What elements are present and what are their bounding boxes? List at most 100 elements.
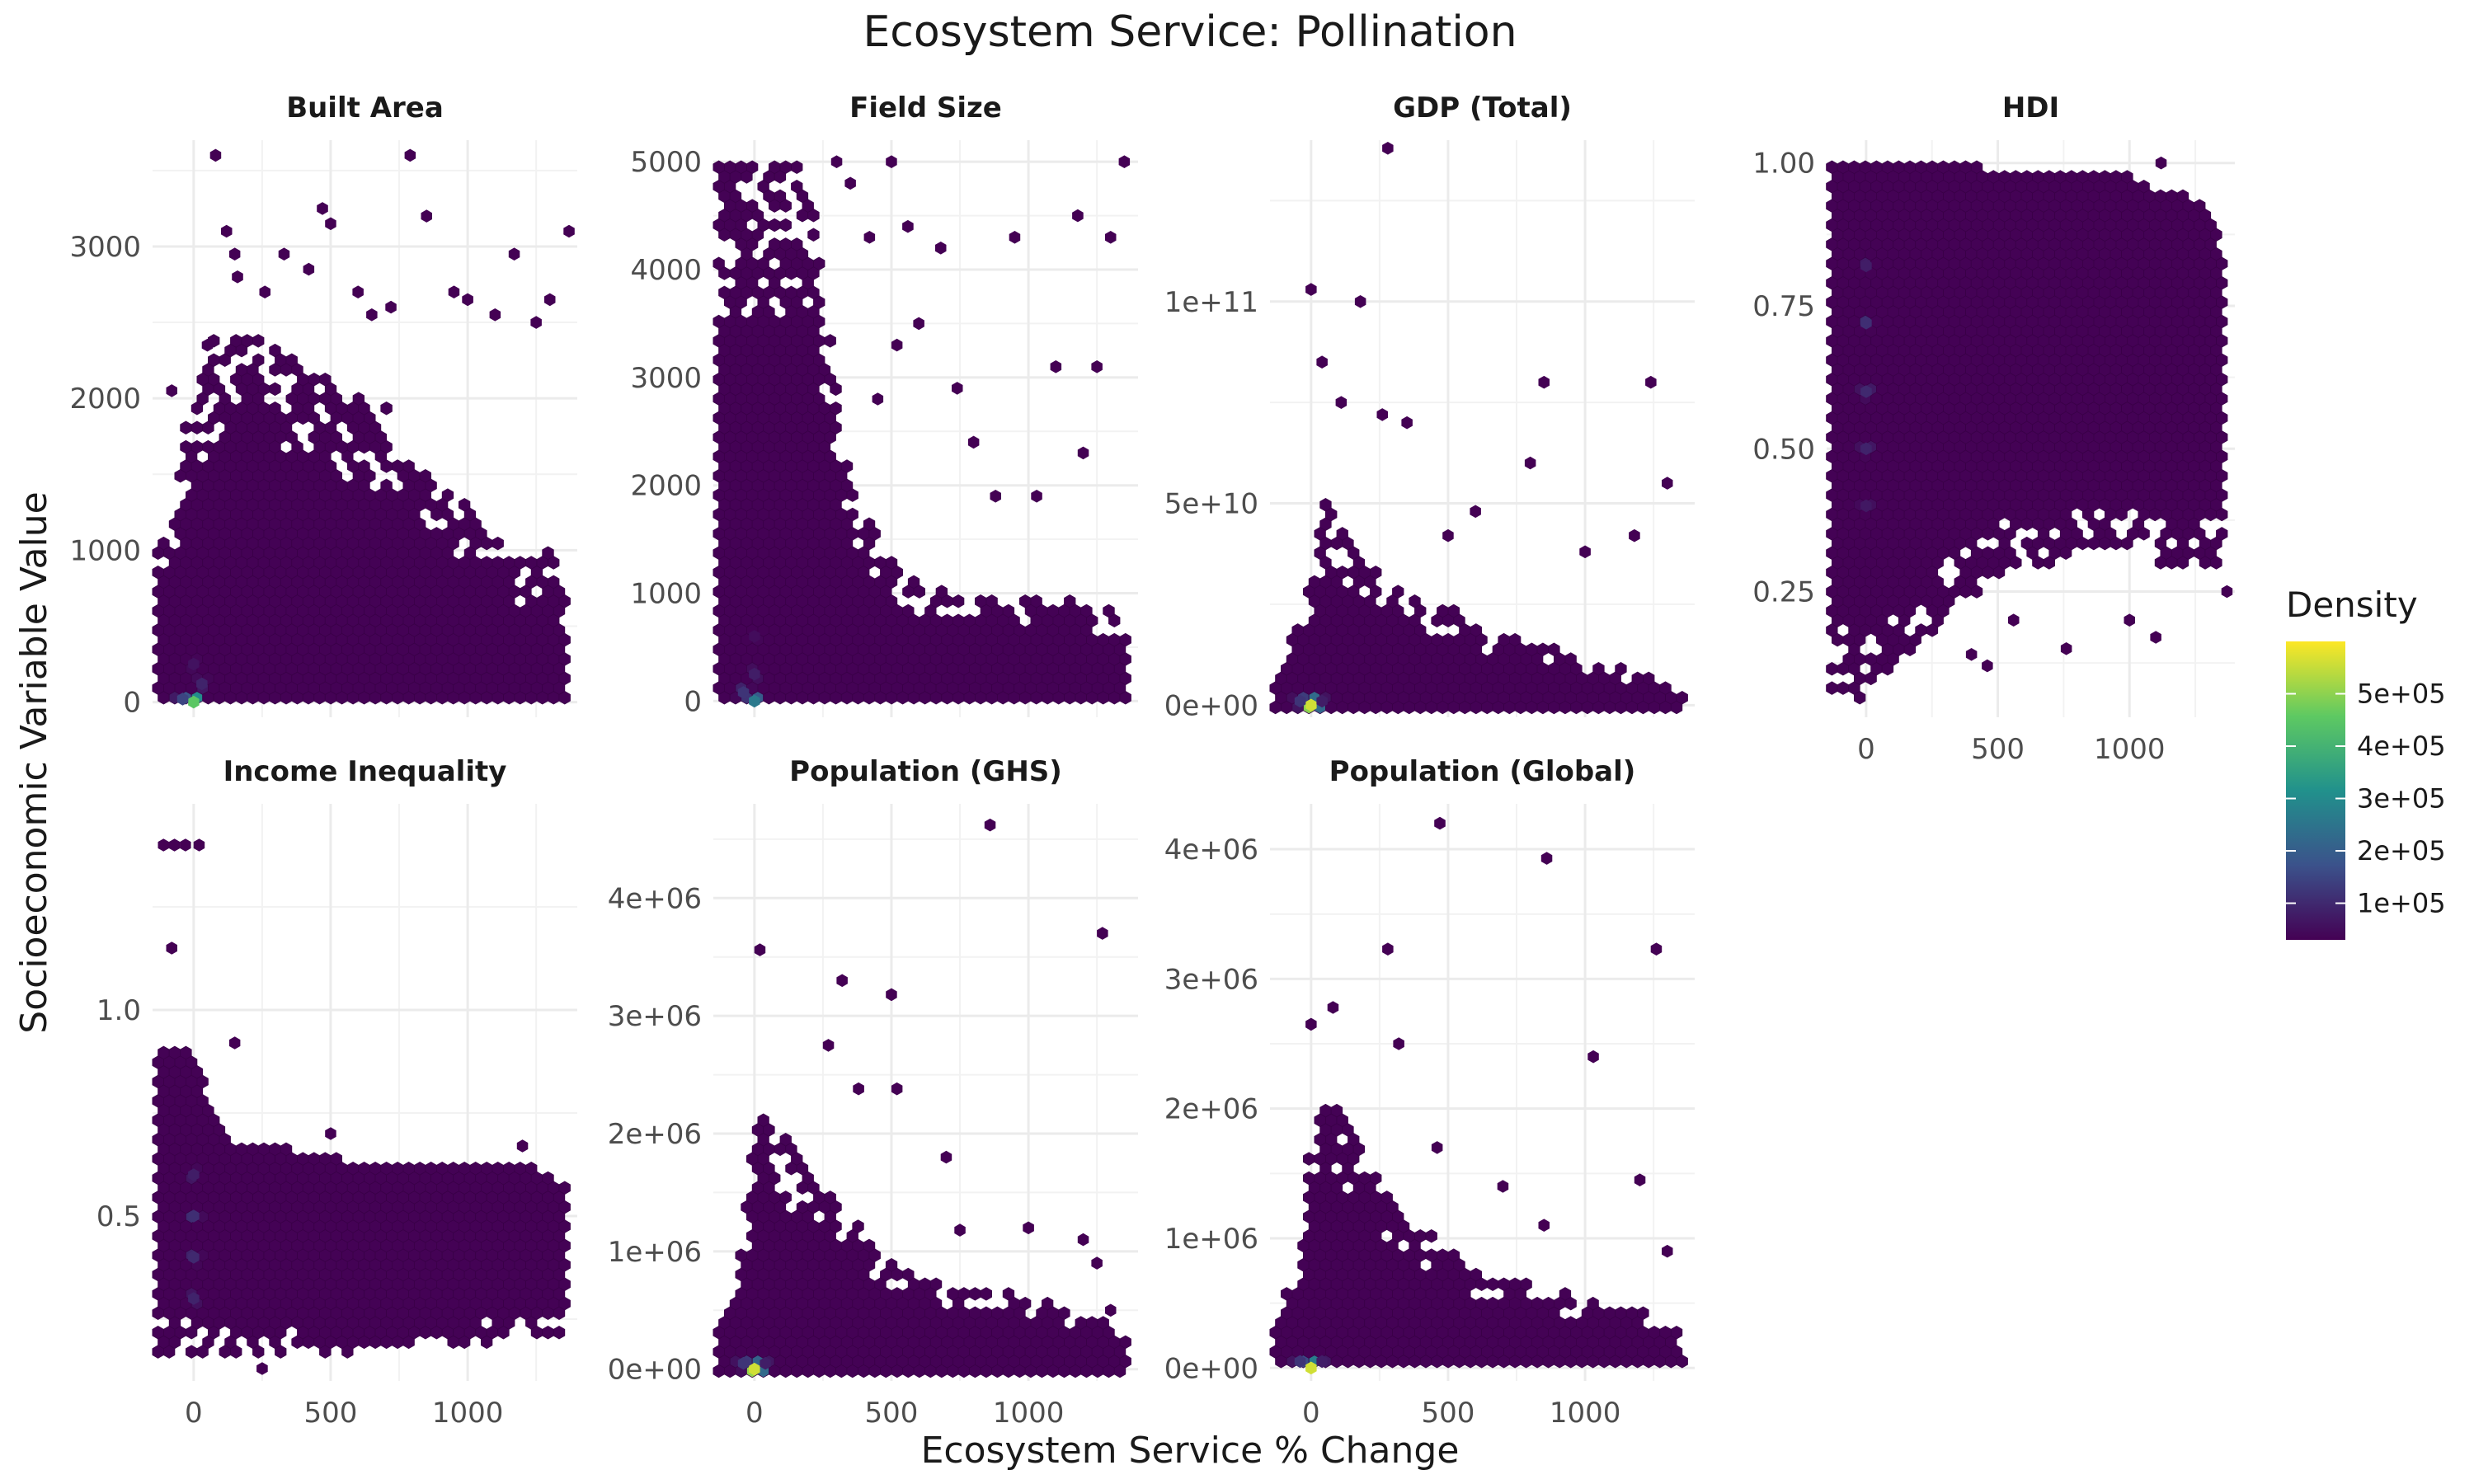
hexbin-cell — [713, 160, 725, 175]
hexbin-cell — [1998, 170, 2011, 184]
hexbin-cell — [1848, 160, 1860, 175]
hexbin-cell — [235, 1142, 248, 1157]
hexbin-cell — [542, 546, 554, 561]
hexbin-cell — [469, 1162, 482, 1176]
hexbin-cell — [358, 459, 370, 473]
hexbin-cell — [947, 1287, 959, 1301]
hexbin-cell — [542, 1171, 554, 1186]
hexbin-outlier — [209, 148, 222, 162]
hexbin-cell — [380, 478, 393, 493]
hexbin-cell — [969, 1287, 981, 1301]
hexbin-cell — [902, 603, 915, 618]
hexbin-cell — [252, 334, 265, 348]
y-tick-label: 0.5 — [96, 1200, 141, 1233]
y-tick-label: 4e+06 — [608, 882, 702, 915]
hexbin-cell — [2194, 199, 2206, 213]
hexbin-cell — [769, 237, 781, 251]
hexbin-cell — [441, 488, 454, 502]
hexbin-outlier — [303, 262, 315, 276]
hexbin-cell — [1893, 160, 1905, 175]
hexbin-cell — [190, 439, 204, 454]
hexbin-cell — [1108, 632, 1121, 647]
hexbin-cell — [824, 334, 836, 348]
y-tick-label: 1.0 — [96, 994, 141, 1027]
hexbin-cell — [813, 256, 825, 271]
hexbin-cell — [1103, 603, 1115, 618]
hexbin-outlier — [278, 247, 290, 261]
hexbin-cell — [1291, 623, 1304, 637]
hexbin-cell — [548, 575, 560, 589]
hexbin-outlier — [166, 384, 177, 397]
hexbin-cell — [419, 468, 431, 483]
hexbin-cell — [1042, 1296, 1054, 1311]
hexbin-cell — [1392, 585, 1404, 599]
hexbin-hotspot — [188, 695, 200, 709]
x-tick-label: 0 — [185, 1397, 203, 1430]
y-tick-label: 3000 — [630, 362, 702, 395]
hexbin-cell — [553, 1325, 566, 1340]
hexbin-outlier — [228, 247, 241, 261]
hexbin-cell — [525, 1162, 538, 1176]
hexbin-cell — [1119, 1335, 1131, 1350]
hexbin-cell — [779, 218, 792, 232]
hexbin-cell — [957, 1287, 970, 1301]
hexbin-cell — [774, 189, 787, 204]
hexbin-outlier — [462, 293, 473, 307]
hexbin-cell — [2054, 170, 2067, 184]
hexbin-cell — [941, 613, 953, 627]
y-tick-label: 0.75 — [1752, 290, 1815, 323]
hexbin-cell — [492, 536, 504, 551]
hexbin-cell — [1080, 603, 1093, 618]
hexbin-cell — [746, 160, 759, 175]
hexbin-cell — [2032, 170, 2044, 184]
hexbin-cell — [492, 1162, 504, 1176]
hexbin-cell — [481, 556, 493, 570]
y-tick-label: 0.25 — [1752, 576, 1815, 609]
hexbin-cell — [391, 459, 404, 473]
hexbin-cell — [241, 334, 253, 348]
hexbin-cell — [425, 1162, 437, 1176]
hexbin-cell — [2216, 527, 2228, 541]
hexbin-cell — [969, 1306, 981, 1321]
hexbin-cell — [202, 439, 214, 454]
hexbin-cell — [1319, 498, 1332, 512]
hexbin-cell — [1982, 546, 1994, 561]
hexbin-cell — [985, 594, 998, 608]
hexbin-cell — [447, 1162, 459, 1176]
hexbin-cell — [1837, 681, 1850, 695]
hexbin-outlier — [352, 285, 364, 298]
hexbin-cell — [929, 1277, 943, 1291]
hexbin-cell — [935, 585, 948, 599]
hexbin-outlier — [448, 285, 460, 298]
hexbin-outlier — [563, 224, 575, 238]
hexbin-cell — [269, 402, 281, 416]
hexbin-cell — [207, 353, 220, 368]
hexbin-cell — [863, 1238, 876, 1253]
hexbin-cell — [402, 459, 415, 473]
hexbin-hotspot — [188, 657, 200, 671]
hexbin-cell — [2077, 170, 2089, 184]
y-tick-label: 0 — [123, 687, 141, 720]
facet-strip-label: HDI — [2002, 92, 2059, 124]
x-tick-label: 0 — [745, 1397, 764, 1430]
hexbin-cell — [1002, 1287, 1015, 1301]
hexbin-cell — [1097, 632, 1109, 647]
hexbin-cell — [503, 556, 515, 570]
hexbin-cell — [459, 1162, 471, 1176]
hexbin-cell — [1659, 681, 1672, 695]
hexbin-cell — [257, 1142, 270, 1157]
hexbin-cell — [718, 285, 731, 300]
hexbin-cell — [1536, 642, 1549, 657]
hexbin-cell — [1948, 160, 1961, 175]
y-tick-label: 0e+00 — [1164, 689, 1258, 722]
hexbin-cell — [2138, 179, 2150, 194]
hexbin-cell — [824, 1190, 836, 1205]
hexbin-cell — [308, 372, 320, 387]
hexbin-cell — [180, 420, 192, 434]
hexbin-cell — [558, 1181, 571, 1195]
hexbin-cell — [402, 1162, 415, 1176]
hexbin-cell — [791, 160, 803, 175]
hexbin-cell — [230, 334, 242, 348]
hexbin-cell — [352, 392, 365, 406]
